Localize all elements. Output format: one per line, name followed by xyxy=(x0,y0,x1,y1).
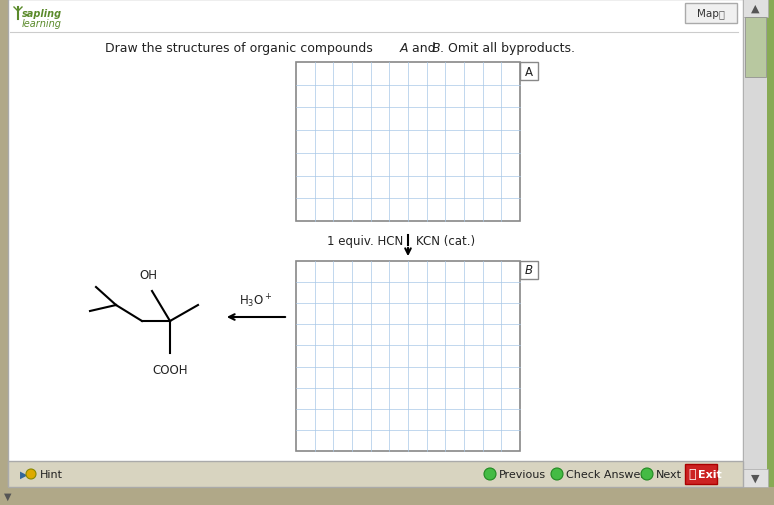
Text: A: A xyxy=(525,65,533,78)
Text: ▼: ▼ xyxy=(751,473,759,483)
Bar xyxy=(520,262,538,279)
Bar xyxy=(685,4,737,24)
Text: Previous: Previous xyxy=(499,469,546,479)
Circle shape xyxy=(26,469,36,479)
Bar xyxy=(743,0,768,487)
Circle shape xyxy=(641,468,653,480)
Bar xyxy=(767,0,774,487)
Text: 🏛: 🏛 xyxy=(719,9,725,19)
Text: H$_3$O$^+$: H$_3$O$^+$ xyxy=(239,292,272,310)
Bar xyxy=(745,18,766,78)
Bar xyxy=(0,487,774,505)
Bar xyxy=(0,0,8,505)
Text: Check Answer: Check Answer xyxy=(566,469,645,479)
Text: COOH: COOH xyxy=(152,363,188,376)
Bar xyxy=(8,461,743,487)
Text: sapling: sapling xyxy=(22,9,62,19)
Text: KCN (cat.): KCN (cat.) xyxy=(416,235,475,248)
Text: B: B xyxy=(432,41,440,55)
Bar xyxy=(296,63,520,222)
Text: Draw the structures of organic compounds: Draw the structures of organic compounds xyxy=(105,41,377,55)
Text: A: A xyxy=(400,41,409,55)
Text: ⮕: ⮕ xyxy=(688,468,696,481)
Text: Hint: Hint xyxy=(40,469,63,479)
Text: ▲: ▲ xyxy=(751,4,759,14)
Text: and: and xyxy=(408,41,440,55)
Text: 1 equiv. HCN: 1 equiv. HCN xyxy=(327,235,403,248)
Text: Exit: Exit xyxy=(698,469,721,479)
Text: learning: learning xyxy=(22,19,62,29)
Text: ▶: ▶ xyxy=(20,469,28,479)
Circle shape xyxy=(551,468,563,480)
Text: . Omit all byproducts.: . Omit all byproducts. xyxy=(440,41,575,55)
Bar xyxy=(685,464,717,484)
Text: Next: Next xyxy=(656,469,682,479)
Text: B: B xyxy=(525,264,533,277)
Text: Map: Map xyxy=(697,9,719,19)
Bar xyxy=(296,262,520,451)
Bar xyxy=(743,469,768,487)
Bar xyxy=(0,487,774,505)
Text: OH: OH xyxy=(139,269,157,281)
Circle shape xyxy=(484,468,496,480)
Bar xyxy=(520,63,538,81)
Text: ▼: ▼ xyxy=(4,491,12,501)
Bar xyxy=(743,0,768,18)
